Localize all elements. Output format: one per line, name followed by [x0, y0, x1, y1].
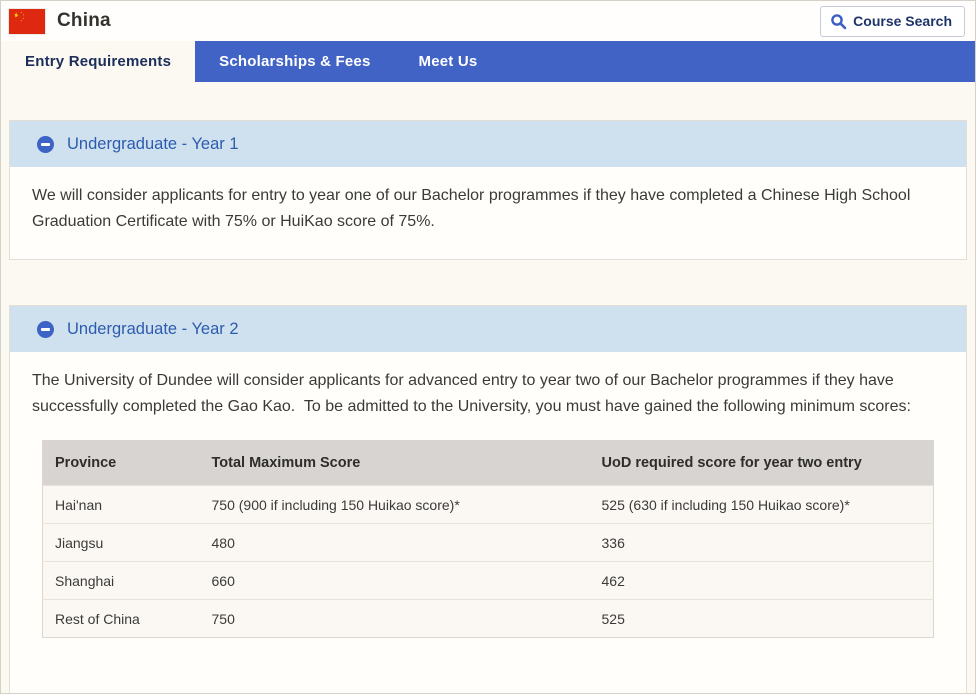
table-row: Jiangsu 480 336 — [42, 523, 934, 562]
cell-province: Jiangsu — [42, 523, 200, 562]
china-flag-icon — [9, 8, 45, 34]
cell-max-score: 750 — [199, 599, 590, 638]
year1-description: We will consider applicants for entry to… — [32, 187, 915, 230]
column-header-uod-required: UoD required score for year two entry — [589, 440, 934, 486]
minus-circle-icon — [37, 320, 54, 338]
course-search-label: Course Search — [853, 13, 952, 29]
accordion-body-year1: We will consider applicants for entry to… — [10, 167, 966, 259]
top-header: China Course Search — [1, 1, 975, 41]
cell-required-score: 336 — [589, 523, 934, 562]
search-icon — [830, 13, 847, 30]
table-row: Shanghai 660 462 — [42, 561, 934, 600]
cell-required-score: 462 — [589, 561, 934, 600]
accordion-section-year2: Undergraduate - Year 2 The University of… — [9, 305, 967, 693]
accordion-title: Undergraduate - Year 2 — [67, 319, 239, 338]
cell-province: Hai'nan — [42, 485, 200, 524]
page-title: China — [57, 10, 111, 31]
table-row: Hai'nan 750 (900 if including 150 Huikao… — [42, 485, 934, 524]
cell-max-score: 480 — [199, 523, 590, 562]
accordion-header-year1[interactable]: Undergraduate - Year 1 — [10, 121, 966, 167]
cell-province: Shanghai — [42, 561, 200, 600]
tab-meet-us[interactable]: Meet Us — [418, 53, 478, 70]
accordion-section-year1: Undergraduate - Year 1 We will consider … — [9, 120, 967, 260]
tab-scholarships-fees[interactable]: Scholarships & Fees — [219, 53, 371, 70]
gaokao-score-table: Province Total Maximum Score UoD require… — [42, 440, 934, 638]
minus-circle-icon — [37, 135, 54, 153]
column-header-province: Province — [42, 440, 200, 486]
cell-max-score: 750 (900 if including 150 Huikao score)* — [199, 485, 590, 524]
table-header-row: Province Total Maximum Score UoD require… — [42, 440, 934, 486]
cell-province: Rest of China — [42, 599, 200, 638]
year2-description: The University of Dundee will consider a… — [32, 372, 911, 415]
nav-bar: Entry Requirements Scholarships & Fees M… — [1, 41, 975, 82]
accordion-title: Undergraduate - Year 1 — [67, 134, 239, 153]
table-row: Rest of China 750 525 — [42, 599, 934, 638]
column-header-total-max-score: Total Maximum Score — [199, 440, 590, 486]
accordion-header-year2[interactable]: Undergraduate - Year 2 — [10, 306, 966, 352]
tab-entry-requirements[interactable]: Entry Requirements — [1, 41, 196, 82]
bottom-spacer — [32, 648, 944, 674]
cell-required-score: 525 — [589, 599, 934, 638]
cell-required-score: 525 (630 if including 150 Huikao score)* — [589, 485, 934, 524]
cell-max-score: 660 — [199, 561, 590, 600]
course-search-button[interactable]: Course Search — [820, 5, 965, 37]
accordion-body-year2: The University of Dundee will consider a… — [10, 352, 966, 693]
